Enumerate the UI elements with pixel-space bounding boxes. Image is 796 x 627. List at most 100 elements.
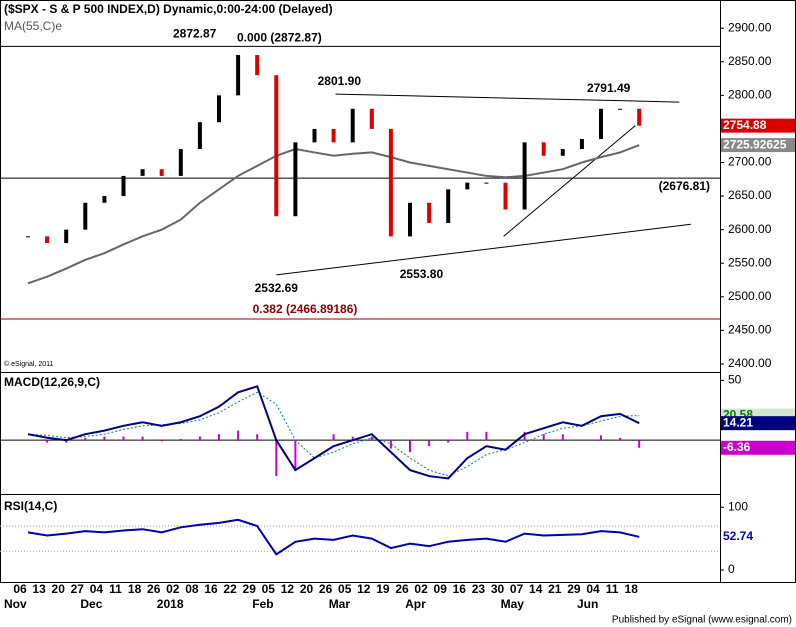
histogram-bar: [198, 436, 201, 441]
histogram-bar: [638, 440, 641, 448]
candle: [293, 142, 298, 217]
level-label: 0.000 (2872.87): [237, 31, 322, 45]
candle: [274, 75, 279, 217]
x-tick-label: 18: [625, 582, 639, 596]
x-tick-label: 05: [338, 582, 352, 596]
x-tick-label: 20: [52, 582, 66, 596]
macd-line: [27, 385, 640, 480]
y-tick-label: 2700.00: [728, 155, 772, 169]
macd-value: 14.21: [723, 415, 753, 429]
x-tick-label: 02: [166, 582, 180, 596]
y-tick-label: 0: [728, 562, 735, 576]
month-label: 2018: [157, 597, 184, 611]
y-tick-label: 2900.00: [728, 20, 772, 34]
last-price: 2754.88: [723, 118, 767, 132]
x-tick-label: 18: [128, 582, 142, 596]
last-ma: 2725.92625: [723, 137, 787, 151]
price-annotation: 2872.87: [173, 27, 217, 41]
month-label: Jun: [577, 597, 598, 611]
histogram-bar: [409, 440, 411, 453]
x-tick-label: 23: [472, 582, 486, 596]
candle: [427, 202, 432, 223]
month-label: Dec: [80, 597, 102, 611]
candle: [637, 108, 642, 126]
x-tick-label: 26: [147, 582, 161, 596]
chart-title: ($SPX - S & P 500 INDEX,D) Dynamic,0:00-…: [4, 2, 333, 16]
histogram-bar: [523, 431, 526, 441]
x-tick-label: 11: [109, 582, 122, 596]
histogram-value-box: [721, 440, 795, 455]
y-tick-label: 100: [728, 499, 748, 513]
histogram-bar: [389, 440, 392, 449]
candle: [408, 202, 412, 237]
trendline: [335, 93, 680, 103]
candle: [350, 108, 355, 143]
x-tick-label: 12: [281, 582, 295, 596]
macd-value-box: [721, 416, 795, 431]
histogram-bar: [428, 440, 431, 447]
histogram-bar: [542, 434, 545, 441]
x-tick-label: 26: [395, 582, 409, 596]
x-tick-label: 07: [510, 582, 524, 596]
candle: [159, 169, 164, 176]
histogram-bar: [466, 431, 469, 441]
x-tick-label: 12: [357, 582, 371, 596]
histogram-bar: [46, 440, 49, 443]
candle: [178, 149, 183, 176]
histogram-bar: [332, 434, 335, 441]
x-tick-label: 05: [262, 582, 276, 596]
candle: [45, 236, 50, 244]
y-tick-label: 2500.00: [728, 289, 772, 303]
x-tick-label: 09: [434, 582, 448, 596]
histogram-bar: [141, 436, 144, 441]
histogram-bar: [256, 434, 259, 441]
candle: [560, 149, 565, 156]
y-tick-label: 2450.00: [728, 323, 772, 337]
candle: [197, 122, 202, 150]
candle: [369, 108, 374, 129]
candle: [579, 138, 584, 150]
histogram-bar: [294, 440, 297, 471]
x-tick-label: 29: [567, 582, 581, 596]
x-tick-label: 30: [491, 582, 505, 596]
month-label: Nov: [4, 597, 27, 611]
moving-average: [27, 144, 640, 285]
x-tick-label: 21: [548, 582, 562, 596]
price-annotation: 2791.49: [587, 81, 631, 95]
candle: [255, 55, 260, 76]
histogram-bar: [237, 430, 240, 441]
y-tick-label: 2550.00: [728, 255, 772, 269]
histogram-bar: [122, 436, 125, 441]
histogram-value: -6.36: [723, 440, 751, 454]
price-annotation: 2553.80: [400, 267, 444, 281]
histogram-bar: [600, 435, 602, 441]
rsi-line: [27, 518, 640, 556]
x-tick-label: 26: [319, 582, 333, 596]
histogram-bar: [218, 434, 220, 441]
x-tick-label: 04: [90, 582, 104, 596]
rsi-title: RSI(14,C): [4, 499, 57, 513]
level-label: (2676.81): [659, 179, 710, 193]
candle: [236, 55, 241, 96]
candle: [465, 182, 470, 190]
month-label: Mar: [329, 597, 351, 611]
candle: [102, 196, 107, 203]
x-tick-label: 11: [606, 582, 619, 596]
candle: [503, 182, 508, 210]
month-label: May: [501, 597, 525, 611]
y-tick-label: 2850.00: [728, 54, 772, 68]
x-tick-label: 27: [71, 582, 85, 596]
candle: [388, 128, 393, 237]
x-tick-label: 29: [243, 582, 257, 596]
month-label: Apr: [405, 597, 426, 611]
candle: [522, 142, 527, 210]
candle: [83, 202, 88, 230]
macd-title: MACD(12,26,9,C): [4, 375, 100, 389]
y-tick-label: 2800.00: [728, 88, 772, 102]
candle: [217, 95, 221, 123]
price-annotation: 2801.90: [318, 74, 362, 88]
y-tick-label: 50: [728, 373, 742, 387]
candle: [312, 128, 317, 143]
candle: [541, 142, 546, 156]
ma-label: MA(55,C)e: [4, 19, 62, 33]
